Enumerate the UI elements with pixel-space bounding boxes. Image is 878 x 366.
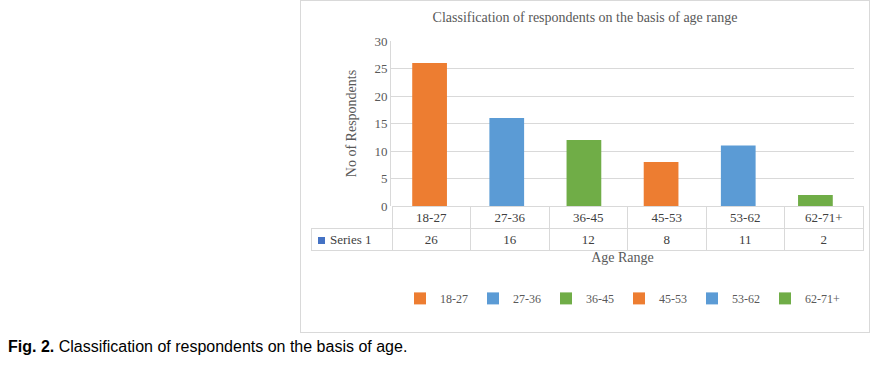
svg-text:30: 30 <box>374 34 387 49</box>
svg-text:36-45: 36-45 <box>586 292 614 306</box>
svg-text:0: 0 <box>380 198 388 214</box>
svg-text:18-27: 18-27 <box>440 292 468 306</box>
svg-text:62-71+: 62-71+ <box>805 292 840 306</box>
svg-text:5: 5 <box>381 171 388 186</box>
svg-text:27-36: 27-36 <box>513 292 541 306</box>
html-text:53-62: 53-62 <box>730 209 761 225</box>
svg-text:20: 20 <box>374 89 387 104</box>
html-text:26: 26 <box>424 231 438 247</box>
html-text:8: 8 <box>663 231 670 247</box>
svg-text:Classification of respondents: Classification of respondents on the bas… <box>433 10 738 25</box>
html-text:45-53: 45-53 <box>651 209 682 225</box>
html-text:Fig. 2. Classification of resp: Fig. 2. Classification of respondents on… <box>8 338 408 355</box>
svg-text:45-53: 45-53 <box>659 292 687 306</box>
svg-text:10: 10 <box>374 144 387 159</box>
svg-text:25: 25 <box>374 61 387 76</box>
html-text:Series 1: Series 1 <box>330 231 372 247</box>
svg-text:15: 15 <box>374 116 387 131</box>
html-text:18-27: 18-27 <box>416 209 447 225</box>
svg-text:Age Range: Age Range <box>591 250 654 265</box>
html-text:16: 16 <box>503 231 517 247</box>
svg-text:53-62: 53-62 <box>732 292 760 306</box>
html-text:36-45: 36-45 <box>573 209 604 225</box>
html-text:11: 11 <box>739 231 752 247</box>
svg-text:No of Respondents: No of Respondents <box>344 70 359 177</box>
html-text:12: 12 <box>581 231 595 247</box>
html-text:62-71+: 62-71+ <box>804 209 843 225</box>
html-text:2: 2 <box>820 231 827 247</box>
html-text:27-36: 27-36 <box>494 209 525 225</box>
